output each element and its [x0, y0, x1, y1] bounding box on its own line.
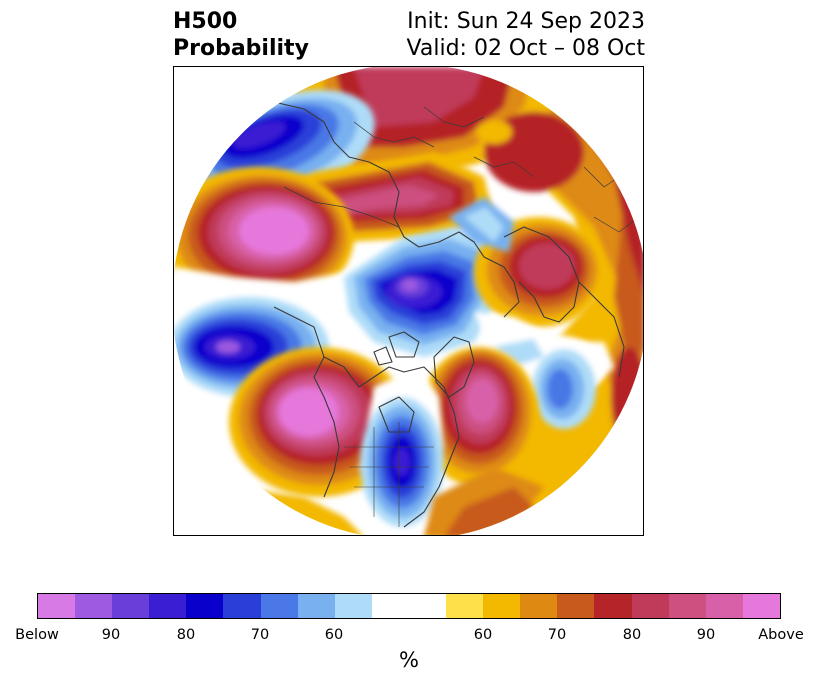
colorbar-segment — [631, 594, 669, 618]
colorbar-tick-label: 60 — [473, 627, 493, 643]
colorbar-segment — [557, 594, 595, 618]
colorbar-segment — [112, 594, 150, 618]
colorbar-segment — [223, 594, 261, 618]
colorbar-unit-label: % — [399, 648, 419, 672]
colorbar-segment — [520, 594, 558, 618]
map-panel — [173, 66, 644, 536]
colorbar-segment — [297, 594, 335, 618]
colorbar-tick-label: 70 — [250, 627, 270, 643]
colorbar-tick-label: 90 — [101, 627, 121, 643]
hemisphere-disc — [174, 67, 643, 535]
colorbar-segment — [668, 594, 706, 618]
colorbar-segment — [742, 594, 780, 618]
title-left: H500 Probability — [173, 8, 309, 62]
colorbar-tick-label: 80 — [622, 627, 642, 643]
colorbar-segment — [371, 594, 447, 618]
colorbar-tick-label: 80 — [176, 627, 196, 643]
above-normal-west-na — [229, 347, 409, 497]
colorbar-segment — [446, 594, 484, 618]
above-normal-left — [174, 167, 354, 307]
colorbar-tick-label: Below — [15, 627, 59, 643]
probability-map — [174, 67, 643, 535]
colorbar-segment — [334, 594, 372, 618]
above-normal-ne-canada — [419, 347, 539, 487]
variable-title: H500 — [173, 9, 238, 34]
colorbar-tick-label: Above — [758, 627, 804, 643]
colorbar-segment — [705, 594, 743, 618]
colorbar-segment — [75, 594, 113, 618]
colorbar-segment — [38, 594, 76, 618]
colorbar-tick-label: 60 — [324, 627, 344, 643]
colorbar-segment — [149, 594, 187, 618]
title-right: Init: Sun 24 Sep 2023 Valid: 02 Oct – 08… — [407, 8, 645, 62]
colorbar-segment — [483, 594, 521, 618]
product-title: Probability — [173, 36, 309, 61]
colorbar-segment — [594, 594, 632, 618]
colorbar-segment — [260, 594, 298, 618]
colorbar-tick-label: 90 — [696, 627, 716, 643]
valid-period: Valid: 02 Oct – 08 Oct — [406, 36, 645, 61]
colorbar-segment — [186, 594, 224, 618]
colorbar-tick-label: 70 — [547, 627, 567, 643]
coastlines — [273, 101, 640, 528]
init-date: Init: Sun 24 Sep 2023 — [407, 9, 645, 34]
colorbar — [37, 593, 781, 619]
below-normal-arctic — [344, 227, 499, 357]
